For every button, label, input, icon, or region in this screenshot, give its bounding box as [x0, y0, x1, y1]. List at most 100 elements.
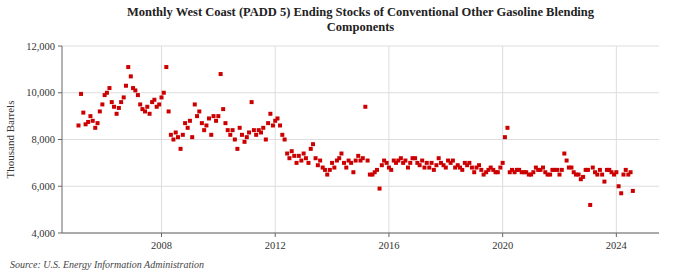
- point: [110, 100, 114, 104]
- point: [136, 93, 140, 97]
- x-tick-label: 2024: [606, 240, 628, 251]
- point: [451, 159, 455, 163]
- point: [444, 166, 448, 170]
- x-grid-line: [161, 46, 162, 233]
- point: [290, 149, 294, 153]
- point: [193, 102, 197, 106]
- point: [399, 156, 403, 160]
- point: [268, 112, 272, 116]
- point: [112, 105, 116, 109]
- point: [479, 168, 483, 172]
- point: [143, 109, 147, 113]
- x-tick: [161, 233, 162, 237]
- y-axis-label: Thousand Barrels: [4, 101, 16, 179]
- point: [403, 159, 407, 163]
- x-tick: [388, 233, 389, 237]
- point: [337, 156, 341, 160]
- y-tick-label: 10,000: [26, 87, 55, 98]
- x-tick-label: 2016: [378, 240, 399, 251]
- point: [432, 168, 436, 172]
- point: [614, 170, 618, 174]
- point: [79, 92, 83, 96]
- point: [354, 159, 358, 163]
- point: [617, 184, 621, 188]
- point: [562, 152, 566, 156]
- point: [363, 105, 367, 109]
- point: [505, 126, 509, 130]
- point: [91, 119, 95, 123]
- point: [235, 147, 239, 151]
- point: [366, 159, 370, 163]
- point: [129, 74, 133, 78]
- point: [503, 135, 507, 139]
- point: [164, 65, 168, 69]
- point: [342, 161, 346, 165]
- point: [477, 163, 481, 167]
- point: [200, 121, 204, 125]
- x-tick-label: 2008: [151, 240, 172, 251]
- point: [624, 168, 628, 172]
- point: [81, 111, 85, 115]
- point: [119, 100, 123, 104]
- point: [588, 203, 592, 207]
- x-grid-line: [388, 46, 389, 233]
- point: [162, 91, 166, 95]
- axes: 4,0006,0008,00010,00012,0002008201220162…: [26, 41, 659, 252]
- point: [437, 156, 441, 160]
- point: [254, 133, 258, 137]
- point: [122, 95, 126, 99]
- point: [361, 156, 365, 160]
- point: [318, 159, 322, 163]
- point: [252, 128, 256, 132]
- point: [430, 161, 434, 165]
- point: [323, 168, 327, 172]
- point: [621, 173, 625, 177]
- grid: [62, 46, 659, 233]
- point: [188, 119, 192, 123]
- point: [174, 130, 178, 134]
- point: [216, 114, 220, 118]
- point: [207, 116, 211, 120]
- point: [204, 123, 208, 127]
- point: [157, 102, 161, 106]
- point: [413, 156, 417, 160]
- point: [96, 121, 100, 125]
- point: [385, 161, 389, 165]
- point: [299, 159, 303, 163]
- point: [88, 114, 92, 118]
- x-grid-line: [502, 46, 503, 233]
- point: [378, 187, 382, 191]
- point: [280, 133, 284, 137]
- y-grid-line: [62, 46, 659, 47]
- x-tick-label: 2020: [492, 240, 513, 251]
- point: [472, 170, 476, 174]
- point: [105, 91, 109, 95]
- point: [344, 166, 348, 170]
- point: [467, 161, 471, 165]
- point: [202, 128, 206, 132]
- point: [292, 154, 296, 158]
- point: [171, 138, 175, 142]
- x-tick-label: 2012: [265, 240, 286, 251]
- point: [231, 128, 235, 132]
- point: [418, 163, 422, 167]
- point: [240, 133, 244, 137]
- point: [330, 161, 334, 165]
- point: [425, 161, 429, 165]
- title-line: Components: [327, 20, 395, 34]
- x-tick: [502, 233, 503, 237]
- point: [470, 166, 474, 170]
- point: [221, 107, 225, 111]
- point: [496, 170, 500, 174]
- point: [295, 161, 299, 165]
- y-tick: [58, 139, 62, 140]
- point: [148, 112, 152, 116]
- point: [328, 168, 332, 172]
- point: [76, 123, 80, 127]
- point: [565, 159, 569, 163]
- point: [375, 168, 379, 172]
- point: [107, 86, 111, 90]
- point: [152, 98, 156, 102]
- y-tick: [58, 233, 62, 234]
- y-tick: [58, 92, 62, 93]
